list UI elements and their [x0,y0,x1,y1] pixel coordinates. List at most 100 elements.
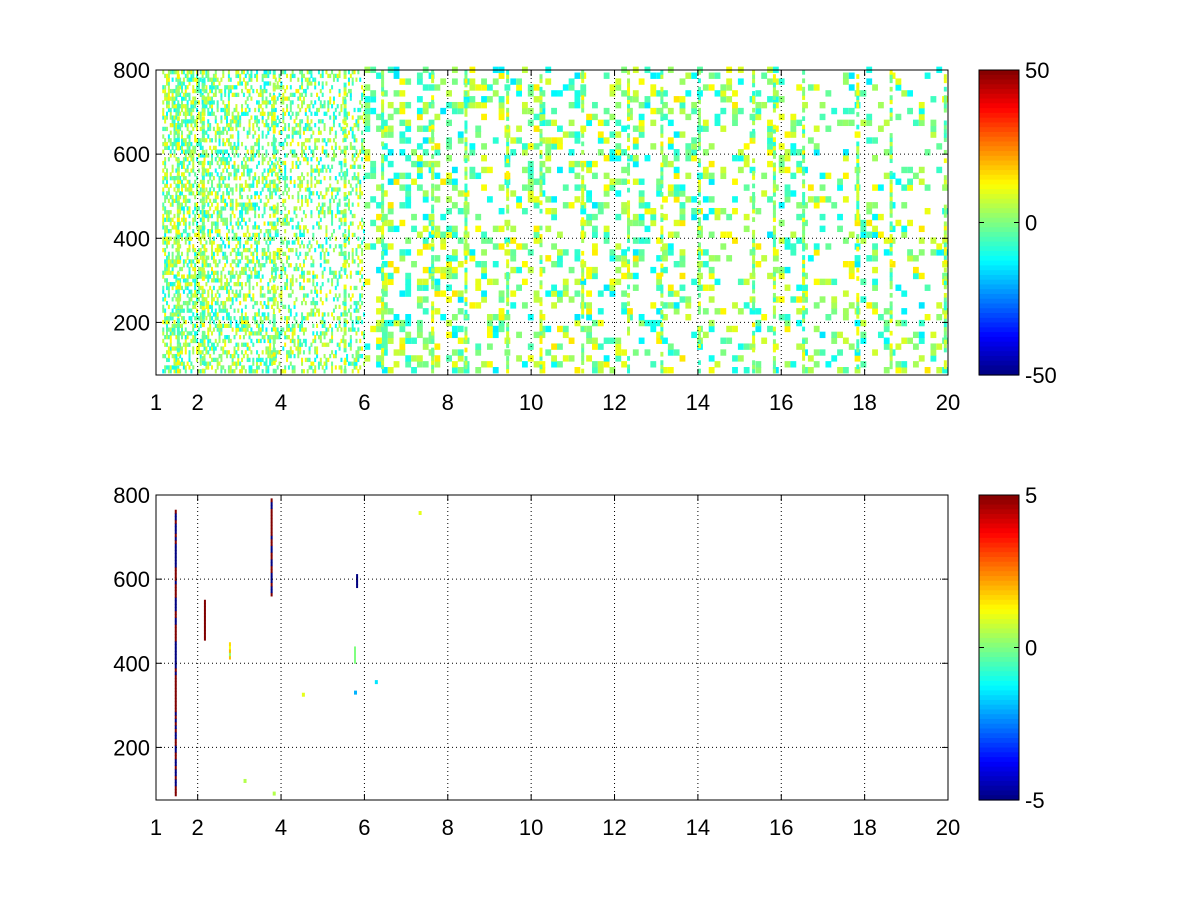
heatmap-cell [291,338,294,344]
heatmap-cell [216,172,219,177]
heatmap-cell [592,225,598,233]
heatmap-cell [860,119,867,127]
heatmap-cell [603,237,610,244]
heatmap-cell [188,232,191,238]
heatmap-cells [162,66,948,374]
heatmap-cell [201,338,204,344]
heatmap-cell [319,210,322,215]
heatmap-cell [192,278,195,283]
heatmap-cell [340,160,343,166]
heatmap-cell [662,113,668,121]
heatmap-cell [199,350,202,355]
heatmap-cell [203,263,206,268]
heatmap-cell [274,206,277,211]
heatmap-cell [265,327,268,332]
heatmap-cell [342,263,345,268]
heatmap-cell [539,137,546,144]
heatmap-cell [342,172,345,177]
heatmap-cell [179,259,182,264]
heatmap-cell [621,178,628,185]
heatmap-cell [638,119,645,127]
heatmap-cell [173,107,176,113]
heatmap-cell [188,191,191,196]
heatmap-cell [304,300,307,306]
heatmap-cell [259,111,262,116]
heatmap-cell [224,338,227,344]
heatmap-cell [481,249,487,256]
heatmap-cell [227,244,230,249]
heatmap-cell [226,157,229,162]
heatmap-cell [207,229,210,234]
heatmap-cell [233,119,236,124]
heatmap-cell [338,293,341,298]
heatmap-cell [825,125,832,132]
heatmap-cell [615,84,622,91]
heatmap-cell [164,176,167,181]
heatmap-cell [171,312,174,317]
heatmap-cell [272,236,275,241]
heatmap-cell [256,255,259,260]
heatmap-cell [308,81,311,86]
heatmap-cell [272,213,276,218]
heatmap-cell [486,278,493,286]
heatmap-cell [286,278,289,283]
heatmap-cell [254,331,257,336]
heatmap-cell [256,202,259,207]
heatmap-cell [248,92,251,98]
heatmap-cell [199,255,202,260]
heatmap-cell [289,141,292,147]
heatmap-cell [184,119,187,124]
heatmap-cell [175,183,178,188]
heatmap-cell [299,107,302,113]
heatmap-cell [434,290,441,297]
heatmap-cell [767,196,773,203]
heatmap-cell [301,285,304,291]
heatmap-cell [197,160,200,166]
heatmap-cell [229,141,232,147]
heatmap-cell [171,123,174,128]
heatmap-cell [218,187,221,192]
heatmap-cell [516,284,522,291]
heatmap-cell [376,237,382,244]
heatmap-cell [399,184,406,191]
heatmap-cell [227,229,230,234]
heatmap-cell [175,104,178,109]
heatmap-cell [586,113,593,121]
heatmap-cell [557,125,563,132]
heatmap-cell [381,143,388,150]
heatmap-cell [199,312,202,317]
heatmap-cell [621,260,628,268]
heatmap-cell [274,187,277,192]
heatmap-cell [205,88,208,94]
heatmap-cell [895,178,902,185]
heatmap-cell [842,314,849,321]
heatmap-cell [308,107,311,113]
heatmap-cell [632,260,639,268]
heatmap-cell [176,351,180,357]
heatmap-cell [767,131,773,138]
heatmap-cell [708,207,715,215]
heatmap-cell [302,244,305,249]
heatmap-cell [246,134,249,139]
heatmap-cell [239,73,242,79]
heatmap-cell [261,312,264,317]
heatmap-cell [918,166,925,174]
heatmap-cell [632,255,639,262]
heatmap-cell [166,172,169,177]
heatmap-cell [297,335,300,340]
heatmap-cell [176,137,180,143]
heatmap-cell [321,70,324,75]
heatmap-cell [261,119,264,124]
heatmap-cell [182,259,185,264]
heatmap-cell [336,342,339,347]
heatmap-cell [271,172,274,177]
heatmap-cell [166,285,169,291]
heatmap-cell [361,138,364,143]
heatmap-cell [574,184,581,191]
heatmap-cell [562,331,569,339]
heatmap-cell [250,115,253,120]
heatmap-cell [169,312,172,317]
heatmap-cell [446,90,452,97]
heatmap-cell [212,346,215,351]
heatmap-cell [214,145,217,151]
